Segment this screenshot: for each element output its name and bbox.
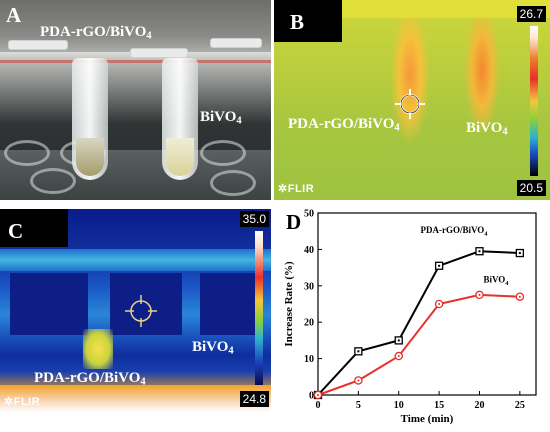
crosshair-icon xyxy=(395,89,425,119)
data-point-center xyxy=(478,293,481,296)
tube-sample xyxy=(76,138,104,176)
thermal-bottom-band xyxy=(0,385,271,412)
y-tick-label: 20 xyxy=(304,318,314,329)
rack-hole xyxy=(4,140,50,166)
tube-sample xyxy=(166,138,194,176)
x-tick-label: 0 xyxy=(316,400,321,411)
series-line xyxy=(317,250,520,396)
series-legend-label: BiVO4 xyxy=(483,275,509,288)
data-point-center xyxy=(518,295,521,298)
x-tick-label: 20 xyxy=(474,400,484,411)
rack-hole xyxy=(200,140,246,166)
line-chart: 0 5 10 15 20 25 0 10 20 30 40 50 Time (min) Increase … xyxy=(283,209,537,425)
data-point-center xyxy=(518,252,521,255)
scale-min-value: 24.8 xyxy=(239,391,269,407)
tube-bivo4 xyxy=(162,58,198,180)
data-point-center xyxy=(397,355,400,358)
flir-logo: ✲FLIR xyxy=(4,396,41,408)
chart-panel-d: D 0 5 10 15 20 25 0 10 20 30 40 50 Time (min) Increas… xyxy=(274,203,550,432)
tube-cap xyxy=(210,38,262,48)
y-tick-label: 30 xyxy=(304,281,314,292)
label-bivo4: BiVO4 xyxy=(192,339,234,357)
label-pda-rgo-bivo4: PDA-rGO/BiVO4 xyxy=(34,370,146,388)
plot-frame xyxy=(317,212,537,396)
flir-logo: ✲FLIR xyxy=(278,183,315,195)
label-pda-rgo-bivo4: PDA-rGO/BiVO4 xyxy=(40,24,152,42)
series-line xyxy=(317,293,520,396)
tube-pda-rgo xyxy=(72,58,108,180)
thermal-window xyxy=(10,273,88,335)
data-point-center xyxy=(438,303,441,305)
x-tick-label: 5 xyxy=(356,400,361,411)
scale-max-value: 26.7 xyxy=(516,6,546,22)
rack-hole xyxy=(210,170,256,196)
panel-letter-a: A xyxy=(6,3,22,27)
scale-min-value: 20.5 xyxy=(516,180,546,196)
data-point-center xyxy=(478,250,481,253)
data-point-center xyxy=(357,379,360,382)
scale-max-value: 35.0 xyxy=(239,211,269,227)
y-tick-label: 10 xyxy=(304,354,314,365)
photo-panel-a: A PDA-rGO/BiVO4 BiVO4 xyxy=(0,0,271,200)
thermal-band xyxy=(0,249,271,271)
thermal-panel-b: B PDA-rGO/BiVO4 BiVO4 26.7 20.5 ✲FLIR xyxy=(274,0,550,200)
y-tick-label: 50 xyxy=(304,209,314,220)
x-tick-label: 15 xyxy=(434,400,444,411)
x-tick-label: 25 xyxy=(515,400,525,411)
data-point-center xyxy=(357,350,360,353)
color-scale-bar xyxy=(530,26,538,176)
data-point-center xyxy=(438,264,441,267)
label-bivo4: BiVO4 xyxy=(200,109,242,127)
y-tick-label: 0 xyxy=(309,391,314,402)
panel-letter-d: D xyxy=(286,210,302,234)
tube-cap xyxy=(130,48,188,58)
label-bivo4: BiVO4 xyxy=(466,120,508,138)
letter-background xyxy=(274,0,342,42)
label-pda-rgo-bivo4: PDA-rGO/BiVO4 xyxy=(288,116,400,134)
panel-letter-c: C xyxy=(8,219,24,243)
thermal-panel-c: C BiVO4 PDA-rGO/BiVO4 35.0 24.8 ✲FLIR xyxy=(0,209,271,412)
thermal-top-band xyxy=(274,0,550,18)
letter-background xyxy=(0,209,68,247)
panel-letter-b: B xyxy=(290,10,305,34)
thermal-window xyxy=(110,273,182,335)
y-tick-label: 40 xyxy=(304,245,314,256)
rack-hole xyxy=(30,168,76,194)
hot-spot xyxy=(83,329,113,369)
crosshair-icon xyxy=(125,295,157,327)
y-axis-label: Increase Rate (%) xyxy=(283,261,295,347)
data-point-center xyxy=(397,339,400,342)
color-scale-bar xyxy=(255,231,263,385)
data-point-center xyxy=(317,394,319,396)
series-legend-label: PDA-rGO/BiVO4 xyxy=(420,225,488,238)
rack-stripe xyxy=(0,60,271,63)
thermal-window xyxy=(200,273,256,335)
tube-cap xyxy=(8,40,68,50)
x-tick-label: 10 xyxy=(394,400,404,411)
x-axis-label: Time (min) xyxy=(401,413,454,425)
